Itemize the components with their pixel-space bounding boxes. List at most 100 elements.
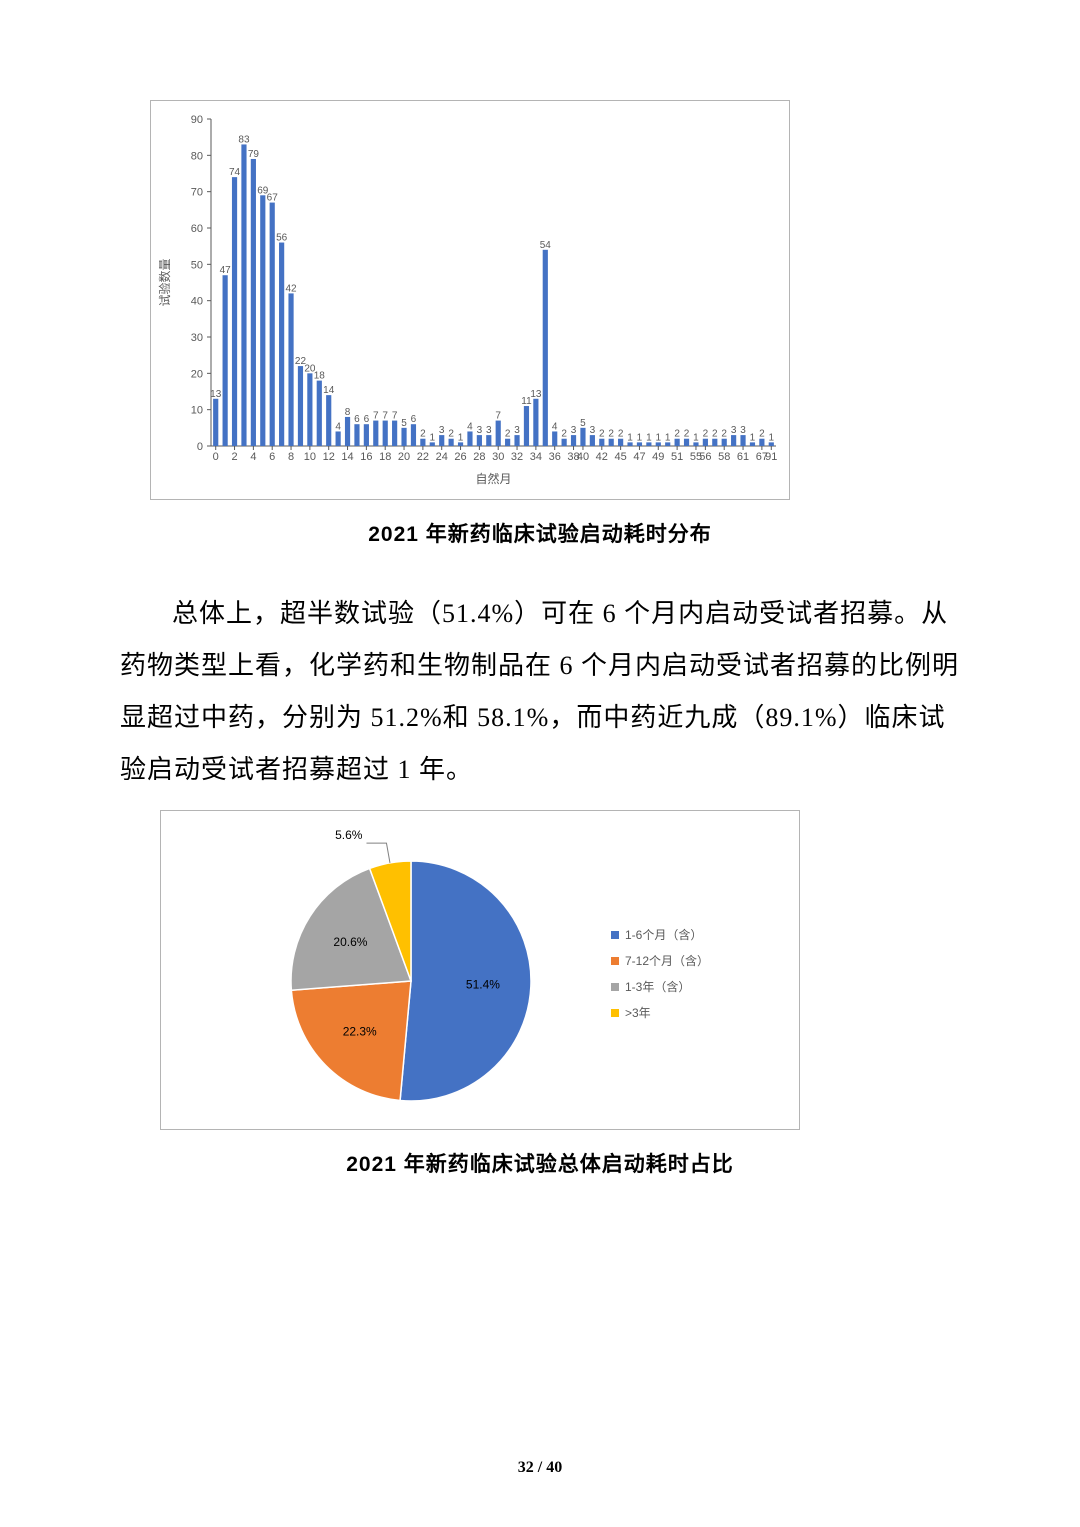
svg-text:42: 42 [285, 283, 297, 294]
svg-text:4: 4 [552, 421, 558, 432]
svg-text:13: 13 [530, 389, 542, 400]
svg-text:1: 1 [637, 432, 643, 443]
svg-text:4: 4 [335, 421, 341, 432]
page-number: 32 / 40 [0, 1459, 1080, 1477]
svg-text:1: 1 [646, 432, 652, 443]
svg-text:1: 1 [750, 432, 756, 443]
pie-chart-caption: 2021 年新药临床试验总体启动耗时占比 [120, 1148, 960, 1178]
svg-text:1: 1 [430, 432, 436, 443]
svg-text:51.4%: 51.4% [466, 977, 500, 991]
svg-text:2: 2 [561, 429, 567, 440]
svg-text:2: 2 [674, 429, 680, 440]
svg-text:47: 47 [220, 265, 232, 276]
page-current: 32 [518, 1459, 534, 1476]
bar-chart-container: 0102030405060708090130477428379469676564… [150, 100, 790, 500]
svg-text:12: 12 [323, 451, 335, 463]
svg-text:10: 10 [304, 451, 316, 463]
svg-text:6: 6 [354, 414, 360, 425]
svg-text:1: 1 [627, 432, 633, 443]
svg-text:2: 2 [608, 429, 614, 440]
svg-text:5: 5 [401, 418, 407, 429]
svg-text:32: 32 [511, 451, 523, 463]
svg-text:4: 4 [250, 451, 256, 463]
svg-text:90: 90 [191, 114, 203, 126]
svg-text:22: 22 [417, 451, 429, 463]
svg-text:2: 2 [231, 451, 237, 463]
svg-text:试验数量: 试验数量 [157, 258, 172, 306]
svg-text:4: 4 [467, 421, 473, 432]
svg-text:1-3年（含）: 1-3年（含） [625, 979, 690, 994]
bar-chart-caption: 2021 年新药临床试验启动耗时分布 [120, 518, 960, 548]
svg-text:3: 3 [731, 425, 737, 436]
pie-chart: 51.4%22.3%20.6%5.6%1-6个月（含）7-12个月（含）1-3年… [161, 811, 801, 1131]
svg-text:34: 34 [530, 451, 542, 463]
pie-chart-container: 51.4%22.3%20.6%5.6%1-6个月（含）7-12个月（含）1-3年… [160, 810, 800, 1130]
svg-text:>3年: >3年 [625, 1006, 651, 1020]
svg-text:1: 1 [656, 432, 662, 443]
body-paragraph: 总体上，超半数试验（51.4%）可在 6 个月内启动受试者招募。从药物类型上看，… [120, 588, 960, 796]
svg-text:2: 2 [599, 429, 605, 440]
svg-text:3: 3 [571, 425, 577, 436]
svg-text:70: 70 [191, 187, 203, 199]
svg-text:10: 10 [191, 405, 203, 417]
svg-text:79: 79 [248, 149, 260, 160]
svg-text:3: 3 [486, 425, 492, 436]
svg-text:1: 1 [665, 432, 671, 443]
svg-text:36: 36 [549, 451, 561, 463]
svg-text:14: 14 [323, 385, 335, 396]
svg-text:18: 18 [379, 451, 391, 463]
svg-text:2: 2 [759, 429, 765, 440]
svg-text:1: 1 [769, 432, 775, 443]
svg-text:自然月: 自然月 [475, 471, 511, 486]
svg-text:3: 3 [740, 425, 746, 436]
svg-text:2: 2 [420, 429, 426, 440]
svg-text:6: 6 [364, 414, 370, 425]
svg-text:40: 40 [577, 451, 589, 463]
page-total: 40 [546, 1459, 562, 1476]
svg-text:7: 7 [373, 411, 379, 422]
svg-text:20: 20 [191, 368, 203, 380]
svg-text:24: 24 [436, 451, 448, 463]
svg-text:6: 6 [269, 451, 275, 463]
svg-text:0: 0 [197, 441, 203, 453]
svg-text:61: 61 [737, 451, 749, 463]
svg-text:3: 3 [590, 425, 596, 436]
svg-text:91: 91 [765, 451, 777, 463]
svg-text:22.3%: 22.3% [343, 1025, 377, 1039]
svg-text:83: 83 [238, 134, 250, 145]
svg-text:56: 56 [699, 451, 711, 463]
svg-text:30: 30 [191, 332, 203, 344]
svg-text:30: 30 [492, 451, 504, 463]
svg-text:18: 18 [314, 371, 326, 382]
svg-text:51: 51 [671, 451, 683, 463]
svg-text:0: 0 [213, 451, 219, 463]
svg-text:2: 2 [712, 429, 718, 440]
svg-text:28: 28 [473, 451, 485, 463]
svg-text:14: 14 [341, 451, 353, 463]
svg-text:2: 2 [721, 429, 727, 440]
svg-text:7: 7 [382, 411, 388, 422]
svg-text:80: 80 [191, 150, 203, 162]
svg-text:8: 8 [345, 407, 351, 418]
svg-text:56: 56 [276, 233, 288, 244]
svg-text:7: 7 [392, 411, 398, 422]
svg-text:26: 26 [454, 451, 466, 463]
svg-text:3: 3 [439, 425, 445, 436]
svg-text:6: 6 [411, 414, 417, 425]
svg-text:74: 74 [229, 167, 241, 178]
svg-text:20.6%: 20.6% [333, 935, 367, 949]
svg-text:20: 20 [398, 451, 410, 463]
svg-text:7-12个月（含）: 7-12个月（含） [625, 953, 709, 968]
svg-text:2: 2 [448, 429, 454, 440]
svg-text:54: 54 [540, 240, 552, 251]
svg-text:2: 2 [684, 429, 690, 440]
svg-text:50: 50 [191, 259, 203, 271]
svg-text:8: 8 [288, 451, 294, 463]
svg-text:60: 60 [191, 223, 203, 235]
svg-text:1: 1 [693, 432, 699, 443]
svg-text:2: 2 [703, 429, 709, 440]
svg-text:67: 67 [267, 193, 279, 204]
svg-text:47: 47 [633, 451, 645, 463]
svg-text:1-6个月（含）: 1-6个月（含） [625, 927, 702, 942]
svg-text:58: 58 [718, 451, 730, 463]
